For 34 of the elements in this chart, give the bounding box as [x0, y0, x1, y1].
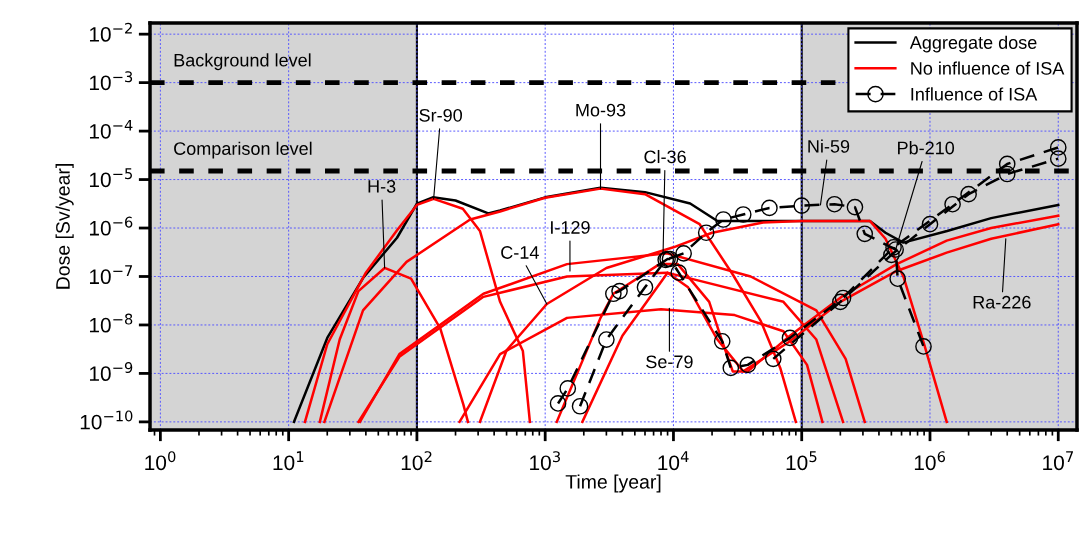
y-tick-label: 10$^{−8}$ — [89, 313, 133, 333]
x-axis-title: Time [year] — [565, 474, 661, 493]
y-tick-label: 10$^{−5}$ — [89, 168, 132, 188]
annotation: Pb-210 — [898, 141, 955, 155]
x-tick-label: 10$^{4}$ — [658, 451, 689, 471]
y-tick-label: 10$^{−9}$ — [89, 362, 133, 382]
y-axis-title: Dose [Sv/year] — [55, 164, 74, 289]
y-tick-label: 10$^{−7}$ — [89, 265, 133, 285]
y-tick-label: 10$^{−3}$ — [89, 71, 133, 91]
annotation: Ni-59 — [808, 139, 850, 153]
ref-line-label: Background level — [174, 53, 311, 71]
x-tick-label: 10$^{6}$ — [914, 451, 946, 471]
annotation: Sr-90 — [419, 108, 462, 122]
legend-label: Aggregate dose — [909, 35, 1037, 53]
x-tick-label: 10$^{0}$ — [145, 451, 176, 471]
annotation: I-129 — [551, 221, 590, 234]
x-tick-label: 10$^{5}$ — [786, 451, 817, 471]
x-tick-label: 10$^{3}$ — [530, 451, 560, 471]
legend-label: Influence of ISA — [911, 87, 1038, 101]
x-tick-label: 10$^{2}$ — [401, 451, 432, 471]
annotation: Ra-226 — [973, 295, 1031, 309]
annotation: C-14 — [501, 246, 539, 259]
legend-label: No influence of ISA — [911, 61, 1065, 75]
x-tick-label: 10$^{1}$ — [273, 451, 304, 471]
y-tick-label: 10$^{−10}$ — [80, 410, 133, 430]
y-tick-label: 10$^{−4}$ — [89, 119, 133, 139]
annotation: H-3 — [368, 180, 396, 193]
ref-line-label: Comparison level — [174, 141, 312, 159]
annotation: Mo-93 — [576, 103, 626, 117]
y-tick-label: 10$^{−6}$ — [89, 216, 133, 236]
x-tick-label: 10$^{7}$ — [1043, 451, 1073, 471]
annotation: Se-79 — [646, 355, 693, 369]
annotation: Cl-36 — [644, 149, 686, 164]
y-tick-label: 10$^{−2}$ — [89, 22, 132, 42]
